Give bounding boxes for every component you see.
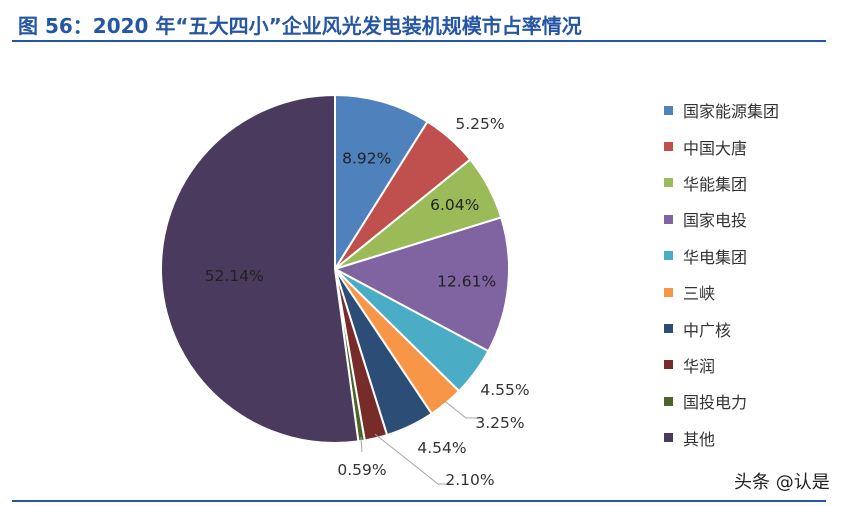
- legend-swatch: [664, 433, 673, 443]
- legend-swatch: [664, 324, 673, 334]
- legend-item-1: 国家能源集团: [664, 92, 779, 128]
- legend-swatch: [664, 178, 673, 188]
- legend-swatch: [664, 105, 673, 115]
- data-label-7: 4.54%: [417, 439, 466, 457]
- leader-line-6: [443, 399, 478, 419]
- legend-label: 华润: [683, 356, 716, 376]
- legend-item-5: 华电集团: [664, 238, 779, 274]
- title-divider: [12, 40, 826, 42]
- data-label-2: 5.25%: [455, 115, 504, 133]
- data-label-10: 52.14%: [205, 267, 264, 285]
- legend-label: 华能集团: [683, 174, 748, 194]
- legend-label: 国投电力: [683, 393, 748, 413]
- data-label-8: 2.10%: [445, 471, 494, 489]
- legend-label: 国家能源集团: [683, 102, 780, 122]
- legend-label: 国家电投: [683, 211, 748, 231]
- legend-item-8: 华润: [664, 347, 779, 383]
- legend-item-6: 三峡: [664, 274, 779, 310]
- legend-label: 三峡: [683, 284, 716, 304]
- legend-item-7: 中广核: [664, 310, 779, 346]
- watermark: 头条 @认是: [734, 472, 830, 493]
- data-label-9: 0.59%: [337, 461, 386, 479]
- legend-item-3: 华能集团: [664, 165, 779, 201]
- legend-swatch: [664, 214, 673, 224]
- pie-slice-4: [332, 216, 510, 353]
- pie-slice-10: [160, 93, 360, 444]
- data-label-4: 12.61%: [437, 273, 496, 291]
- chart-legend: 国家能源集团 中国大唐华能集团国家电投华电集团三峡中广核华润国投电力其他: [664, 92, 779, 456]
- data-label-3: 6.04%: [430, 196, 479, 214]
- legend-swatch: [664, 360, 673, 370]
- pie-slice-1: [334, 93, 429, 273]
- legend-label: 其他: [683, 429, 716, 449]
- legend-swatch: [664, 251, 673, 261]
- legend-item-4: 国家电投: [664, 201, 779, 237]
- footer-divider: [12, 500, 826, 502]
- legend-label: 中广核: [683, 320, 732, 340]
- leader-line-9: [360, 436, 363, 453]
- legend-item-2: 中国大唐: [664, 128, 779, 164]
- data-label-5: 4.55%: [480, 381, 529, 399]
- legend-swatch: [664, 396, 673, 406]
- legend-item-10: 其他: [664, 420, 779, 456]
- legend-swatch: [664, 287, 673, 297]
- legend-item-9: 国投电力: [664, 383, 779, 419]
- data-label-6: 3.25%: [475, 414, 524, 432]
- leader-line-8: [374, 433, 450, 485]
- legend-label: 华电集团: [683, 247, 748, 267]
- data-label-1: 8.92%: [342, 150, 391, 168]
- legend-swatch: [664, 142, 673, 152]
- legend-label: 中国大唐: [683, 138, 748, 158]
- page-title: 图 56：2020 年“五大四小”企业风光发电装机规模市占率情况: [18, 14, 582, 38]
